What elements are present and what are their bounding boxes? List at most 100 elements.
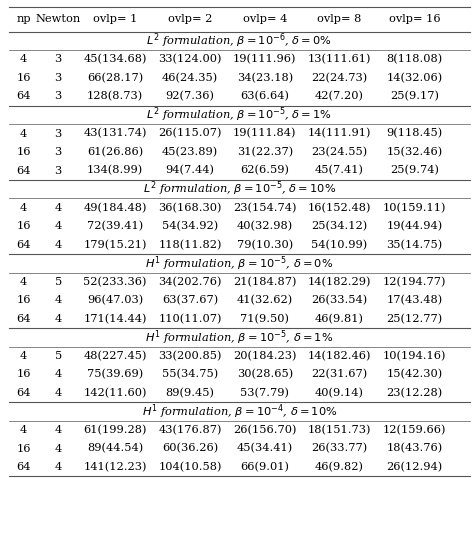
Text: 4: 4 bbox=[20, 351, 27, 361]
Text: 14(182.46): 14(182.46) bbox=[308, 351, 371, 361]
Text: 3: 3 bbox=[55, 54, 62, 64]
Text: 16: 16 bbox=[16, 444, 31, 453]
Text: $H^1$ formulation, $\beta = 10^{-4}$, $\delta = 10\%$: $H^1$ formulation, $\beta = 10^{-4}$, $\… bbox=[142, 402, 337, 421]
Text: $L^2$ formulation, $\beta = 10^{-6}$, $\delta = 0\%$: $L^2$ formulation, $\beta = 10^{-6}$, $\… bbox=[146, 32, 332, 50]
Text: 72(39.41): 72(39.41) bbox=[87, 221, 143, 231]
Text: 89(9.45): 89(9.45) bbox=[165, 388, 214, 398]
Text: 64: 64 bbox=[16, 92, 31, 101]
Text: 3: 3 bbox=[55, 166, 62, 175]
Text: 19(111.96): 19(111.96) bbox=[233, 54, 297, 64]
Text: 64: 64 bbox=[16, 314, 31, 324]
Text: 13(111.61): 13(111.61) bbox=[308, 54, 371, 64]
Text: 26(156.70): 26(156.70) bbox=[233, 425, 297, 435]
Text: 12(159.66): 12(159.66) bbox=[383, 425, 446, 435]
Text: 15(42.30): 15(42.30) bbox=[386, 370, 442, 379]
Text: 45(134.68): 45(134.68) bbox=[83, 54, 147, 64]
Text: 16: 16 bbox=[16, 73, 31, 83]
Text: 142(11.60): 142(11.60) bbox=[83, 388, 147, 398]
Text: 64: 64 bbox=[16, 462, 31, 472]
Text: $H^1$ formulation, $\beta = 10^{-5}$, $\delta = 0\%$: $H^1$ formulation, $\beta = 10^{-5}$, $\… bbox=[145, 254, 334, 272]
Text: ovlp= 4: ovlp= 4 bbox=[243, 14, 287, 24]
Text: 110(11.07): 110(11.07) bbox=[158, 314, 222, 324]
Text: 30(28.65): 30(28.65) bbox=[237, 370, 293, 379]
Text: 12(194.77): 12(194.77) bbox=[383, 277, 446, 287]
Text: 63(6.64): 63(6.64) bbox=[240, 92, 289, 101]
Text: np: np bbox=[16, 14, 31, 24]
Text: 61(26.86): 61(26.86) bbox=[87, 147, 143, 157]
Text: ovlp= 2: ovlp= 2 bbox=[168, 14, 212, 24]
Text: 4: 4 bbox=[55, 444, 62, 453]
Text: 10(159.11): 10(159.11) bbox=[383, 203, 446, 213]
Text: 40(32.98): 40(32.98) bbox=[237, 221, 293, 231]
Text: 4: 4 bbox=[20, 277, 27, 287]
Text: 46(9.82): 46(9.82) bbox=[315, 462, 364, 472]
Text: 4: 4 bbox=[55, 388, 62, 398]
Text: 45(34.41): 45(34.41) bbox=[237, 444, 293, 453]
Text: 4: 4 bbox=[55, 221, 62, 231]
Text: 9(118.45): 9(118.45) bbox=[386, 129, 442, 138]
Text: 104(10.58): 104(10.58) bbox=[158, 462, 222, 472]
Text: 54(34.92): 54(34.92) bbox=[162, 221, 218, 231]
Text: ovlp= 8: ovlp= 8 bbox=[318, 14, 362, 24]
Text: 66(9.01): 66(9.01) bbox=[240, 462, 289, 472]
Text: Newton: Newton bbox=[36, 14, 81, 24]
Text: 43(131.74): 43(131.74) bbox=[83, 129, 147, 138]
Text: 23(24.55): 23(24.55) bbox=[311, 147, 368, 157]
Text: 94(7.44): 94(7.44) bbox=[165, 166, 214, 175]
Text: 64: 64 bbox=[16, 388, 31, 398]
Text: 33(124.00): 33(124.00) bbox=[158, 54, 222, 64]
Text: 34(202.76): 34(202.76) bbox=[158, 277, 222, 287]
Text: 171(14.44): 171(14.44) bbox=[83, 314, 147, 324]
Text: 33(200.85): 33(200.85) bbox=[158, 351, 222, 361]
Text: 46(9.81): 46(9.81) bbox=[315, 314, 364, 324]
Text: 22(31.67): 22(31.67) bbox=[311, 370, 368, 379]
Text: 3: 3 bbox=[55, 147, 62, 157]
Text: 141(12.23): 141(12.23) bbox=[83, 462, 147, 472]
Text: 16: 16 bbox=[16, 221, 31, 231]
Text: 16: 16 bbox=[16, 295, 31, 305]
Text: 62(6.59): 62(6.59) bbox=[240, 166, 289, 175]
Text: 25(34.12): 25(34.12) bbox=[311, 221, 368, 231]
Text: $L^2$ formulation, $\beta = 10^{-5}$, $\delta = 1\%$: $L^2$ formulation, $\beta = 10^{-5}$, $\… bbox=[146, 106, 332, 124]
Text: 14(32.06): 14(32.06) bbox=[386, 73, 442, 83]
Text: 25(12.77): 25(12.77) bbox=[386, 314, 442, 324]
Text: 60(36.26): 60(36.26) bbox=[162, 444, 218, 453]
Text: 26(33.77): 26(33.77) bbox=[311, 444, 368, 453]
Text: 20(184.23): 20(184.23) bbox=[233, 351, 297, 361]
Text: 4: 4 bbox=[20, 54, 27, 64]
Text: 19(111.84): 19(111.84) bbox=[233, 129, 297, 138]
Text: 16(152.48): 16(152.48) bbox=[308, 203, 371, 213]
Text: 3: 3 bbox=[55, 92, 62, 101]
Text: 49(184.48): 49(184.48) bbox=[83, 203, 147, 213]
Text: 75(39.69): 75(39.69) bbox=[87, 370, 143, 379]
Text: 96(47.03): 96(47.03) bbox=[87, 295, 143, 305]
Text: 134(8.99): 134(8.99) bbox=[87, 166, 143, 175]
Text: 4: 4 bbox=[55, 314, 62, 324]
Text: 25(9.74): 25(9.74) bbox=[390, 166, 439, 175]
Text: 41(32.62): 41(32.62) bbox=[237, 295, 293, 305]
Text: 4: 4 bbox=[20, 425, 27, 435]
Text: 23(12.28): 23(12.28) bbox=[386, 388, 442, 398]
Text: 45(7.41): 45(7.41) bbox=[315, 166, 364, 175]
Text: 4: 4 bbox=[55, 295, 62, 305]
Text: 179(15.21): 179(15.21) bbox=[83, 240, 147, 250]
Text: 4: 4 bbox=[55, 462, 62, 472]
Text: 4: 4 bbox=[20, 203, 27, 213]
Text: 89(44.54): 89(44.54) bbox=[87, 444, 143, 453]
Text: 53(7.79): 53(7.79) bbox=[240, 388, 289, 398]
Text: 15(32.46): 15(32.46) bbox=[386, 147, 442, 157]
Text: 34(23.18): 34(23.18) bbox=[237, 73, 293, 83]
Text: 61(199.28): 61(199.28) bbox=[83, 425, 147, 435]
Text: 25(9.17): 25(9.17) bbox=[390, 92, 439, 101]
Text: ovlp= 16: ovlp= 16 bbox=[389, 14, 440, 24]
Text: 23(154.74): 23(154.74) bbox=[233, 203, 297, 213]
Text: 35(14.75): 35(14.75) bbox=[386, 240, 442, 250]
Text: ovlp= 1: ovlp= 1 bbox=[93, 14, 137, 24]
Text: 5: 5 bbox=[55, 277, 62, 287]
Text: 3: 3 bbox=[55, 129, 62, 138]
Text: 118(11.82): 118(11.82) bbox=[158, 240, 222, 250]
Text: 92(7.36): 92(7.36) bbox=[165, 92, 214, 101]
Text: 4: 4 bbox=[55, 240, 62, 250]
Text: 16: 16 bbox=[16, 147, 31, 157]
Text: 55(34.75): 55(34.75) bbox=[162, 370, 218, 379]
